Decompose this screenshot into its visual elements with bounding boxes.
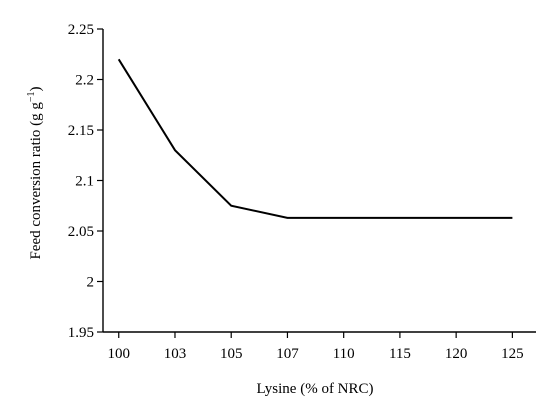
- series: [117, 58, 513, 219]
- x-tick-label: 100: [107, 346, 130, 362]
- y-tick-label: 2.1: [75, 174, 94, 190]
- y-tick-label: 2.15: [68, 123, 94, 139]
- x-ticks: 100 103 105 107 110 115 120 125: [107, 332, 524, 362]
- series-line: [117, 58, 513, 219]
- x-tick-label: 105: [220, 346, 243, 362]
- x-tick-label: 107: [276, 346, 299, 362]
- y-axis-title: Feed conversion ratio (g g−1): [26, 86, 44, 259]
- axes: [102, 29, 536, 333]
- y-tick-label: 1.95: [68, 325, 94, 341]
- y-tick-label: 2: [87, 275, 95, 291]
- x-tick-label: 115: [389, 346, 411, 362]
- x-tick-label: 103: [164, 346, 187, 362]
- x-tick-label: 120: [445, 346, 468, 362]
- x-axis-title: Lysine (% of NRC): [256, 381, 373, 397]
- y-axis-title-close: ): [28, 86, 44, 91]
- y-tick-label: 2.25: [68, 22, 94, 38]
- y-ticks: 1.95 2 2.05 2.1 2.15 2.2 2.25: [68, 22, 103, 341]
- x-tick-label: 110: [333, 346, 355, 362]
- y-axis-title-superscript: −1: [26, 91, 37, 102]
- y-axis-title-main: Feed conversion ratio (g g: [28, 102, 44, 260]
- x-tick-label: 125: [501, 346, 524, 362]
- y-tick-label: 2.05: [68, 224, 94, 240]
- y-tick-label: 2.2: [75, 73, 94, 89]
